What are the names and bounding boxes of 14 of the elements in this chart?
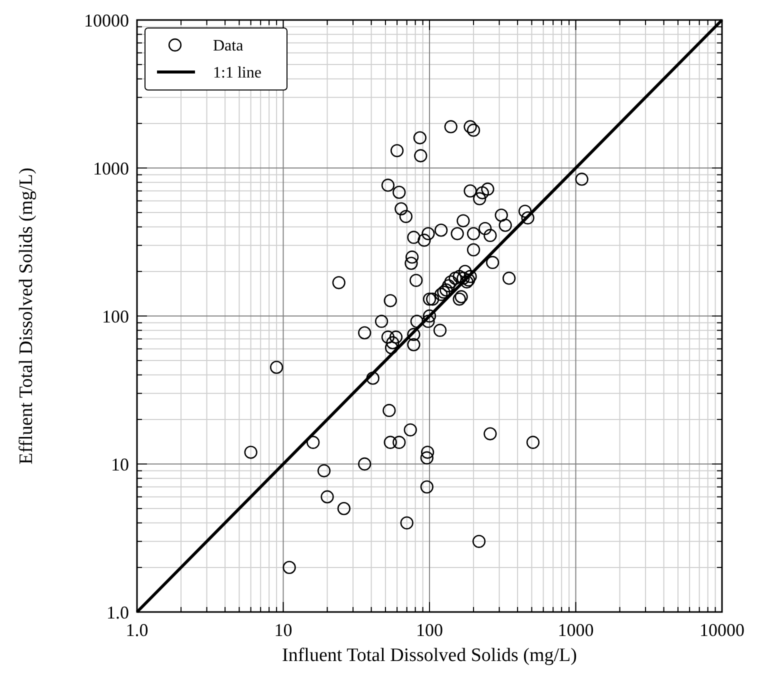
y-tick-label: 10 (111, 454, 129, 474)
x-tick-label: 10 (274, 620, 292, 640)
x-axis-title: Influent Total Dissolved Solids (mg/L) (282, 645, 577, 666)
y-tick-label: 1000 (93, 158, 129, 178)
legend-label: 1:1 line (213, 64, 262, 82)
y-tick-label: 10000 (84, 10, 129, 30)
x-tick-label: 1000 (558, 620, 594, 640)
legend-label: Data (213, 38, 244, 55)
x-tick-label: 1.0 (126, 620, 148, 640)
x-tick-label: 100 (416, 620, 443, 640)
x-tick-label: 10000 (700, 620, 744, 640)
y-axis-title: Effluent Total Dissolved Solids (mg/L) (16, 168, 37, 464)
y-tick-label: 1.0 (106, 602, 129, 622)
y-tick-label: 100 (102, 306, 129, 326)
